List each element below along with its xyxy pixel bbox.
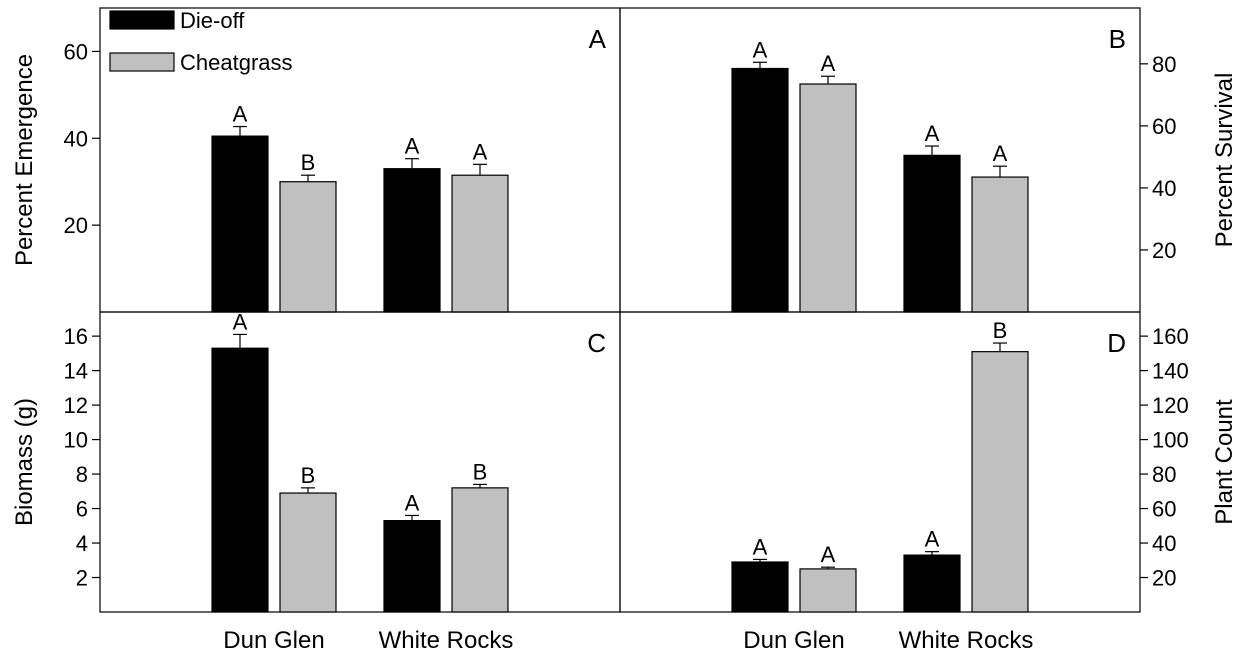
bar-cheatgrass bbox=[279, 492, 337, 613]
significance-letter: B bbox=[993, 318, 1008, 343]
panel-letter: D bbox=[1107, 328, 1126, 358]
bar-cheatgrass bbox=[971, 176, 1029, 313]
bar-cheatgrass bbox=[451, 174, 509, 313]
y-tick-label: 12 bbox=[64, 393, 88, 418]
panel-c: 2 4 6 8 10 12 14 16 Biomass (g) C A B A B bbox=[11, 309, 621, 613]
y-tick-label: 60 bbox=[64, 39, 88, 64]
legend-item-die-off: Die-off bbox=[109, 8, 245, 33]
y-tick-label: 140 bbox=[1152, 359, 1189, 384]
bar-die-off bbox=[211, 135, 269, 313]
y-tick-label: 16 bbox=[64, 324, 88, 349]
category-label: Dun Glen bbox=[223, 627, 324, 654]
y-tick-label: 20 bbox=[64, 213, 88, 238]
y-tick-label: 160 bbox=[1152, 324, 1189, 349]
y-tick-label: 14 bbox=[64, 359, 88, 384]
category-label: White Rocks bbox=[379, 627, 514, 654]
significance-letter: A bbox=[473, 139, 488, 164]
bar-die-off bbox=[903, 154, 961, 313]
significance-letter: A bbox=[821, 542, 836, 567]
significance-letter: B bbox=[301, 463, 316, 488]
panel-letter: C bbox=[587, 328, 606, 358]
y-tick-label: 100 bbox=[1152, 428, 1189, 453]
significance-letter: A bbox=[405, 134, 420, 159]
significance-letter: A bbox=[233, 102, 248, 127]
legend-label: Cheatgrass bbox=[180, 50, 293, 75]
y-tick-label: 40 bbox=[64, 126, 88, 151]
bar-cheatgrass bbox=[799, 568, 857, 613]
panel-frame bbox=[99, 311, 621, 613]
y-axis-title: Percent Emergence bbox=[11, 54, 38, 266]
bar-cheatgrass bbox=[279, 181, 337, 313]
significance-letter: B bbox=[301, 150, 316, 175]
bar-cheatgrass bbox=[971, 351, 1029, 613]
significance-letter: A bbox=[993, 141, 1008, 166]
panel-frame bbox=[619, 311, 1141, 613]
significance-letter: A bbox=[753, 37, 768, 62]
y-tick-label: 20 bbox=[1152, 238, 1176, 263]
category-labels: Dun Glen White Rocks Dun Glen White Rocks bbox=[223, 627, 1033, 654]
category-label: White Rocks bbox=[899, 627, 1034, 654]
significance-letter: A bbox=[821, 51, 836, 76]
significance-letter: A bbox=[925, 527, 940, 552]
y-axis-title: Percent Survival bbox=[1211, 73, 1238, 248]
legend-label: Die-off bbox=[180, 8, 245, 33]
panel-d: 20 40 60 80 100 120 140 160 Plant Count D A A A B bbox=[619, 311, 1238, 613]
y-tick-label: 4 bbox=[76, 531, 88, 556]
bar-die-off bbox=[383, 520, 441, 613]
y-tick-label: 10 bbox=[64, 428, 88, 453]
panel-letter: A bbox=[589, 24, 607, 54]
bar-die-off bbox=[731, 561, 789, 613]
bar-cheatgrass bbox=[451, 487, 509, 613]
panel-frame bbox=[99, 7, 621, 313]
bar-die-off bbox=[903, 554, 961, 613]
significance-letter: A bbox=[753, 534, 768, 559]
y-tick-label: 80 bbox=[1152, 52, 1176, 77]
y-axis-title: Biomass (g) bbox=[11, 398, 38, 526]
y-tick-label: 2 bbox=[76, 566, 88, 591]
significance-letter: A bbox=[925, 121, 940, 146]
panel-frame bbox=[619, 7, 1141, 313]
y-tick-label: 60 bbox=[1152, 114, 1176, 139]
y-tick-label: 20 bbox=[1152, 566, 1176, 591]
y-tick-label: 60 bbox=[1152, 497, 1176, 522]
y-tick-label: 6 bbox=[76, 497, 88, 522]
category-label: Dun Glen bbox=[743, 627, 844, 654]
significance-letter: A bbox=[405, 490, 420, 515]
legend-swatch bbox=[109, 52, 175, 72]
bar-die-off bbox=[731, 67, 789, 313]
bar-die-off bbox=[211, 347, 269, 613]
y-axis-title: Plant Count bbox=[1211, 399, 1238, 525]
panel-b: 20 40 60 80 Percent Survival B A A A A bbox=[619, 7, 1238, 313]
panel-a: 20 40 60 Percent Emergence A A B A A bbox=[11, 7, 621, 313]
bar-cheatgrass bbox=[799, 83, 857, 313]
y-tick-label: 8 bbox=[76, 462, 88, 487]
panel-letter: B bbox=[1109, 24, 1126, 54]
legend: Die-off Cheatgrass bbox=[109, 8, 293, 75]
y-tick-label: 120 bbox=[1152, 393, 1189, 418]
y-tick-label: 40 bbox=[1152, 176, 1176, 201]
bar-die-off bbox=[383, 168, 441, 313]
legend-item-cheatgrass: Cheatgrass bbox=[109, 50, 293, 75]
legend-swatch bbox=[109, 10, 175, 30]
significance-letter: A bbox=[233, 309, 248, 334]
y-tick-label: 80 bbox=[1152, 462, 1176, 487]
significance-letter: B bbox=[473, 459, 488, 484]
y-tick-label: 40 bbox=[1152, 531, 1176, 556]
panels: 20 40 60 Percent Emergence A A B A A 20 40 60 80 Perc… bbox=[11, 7, 1238, 613]
